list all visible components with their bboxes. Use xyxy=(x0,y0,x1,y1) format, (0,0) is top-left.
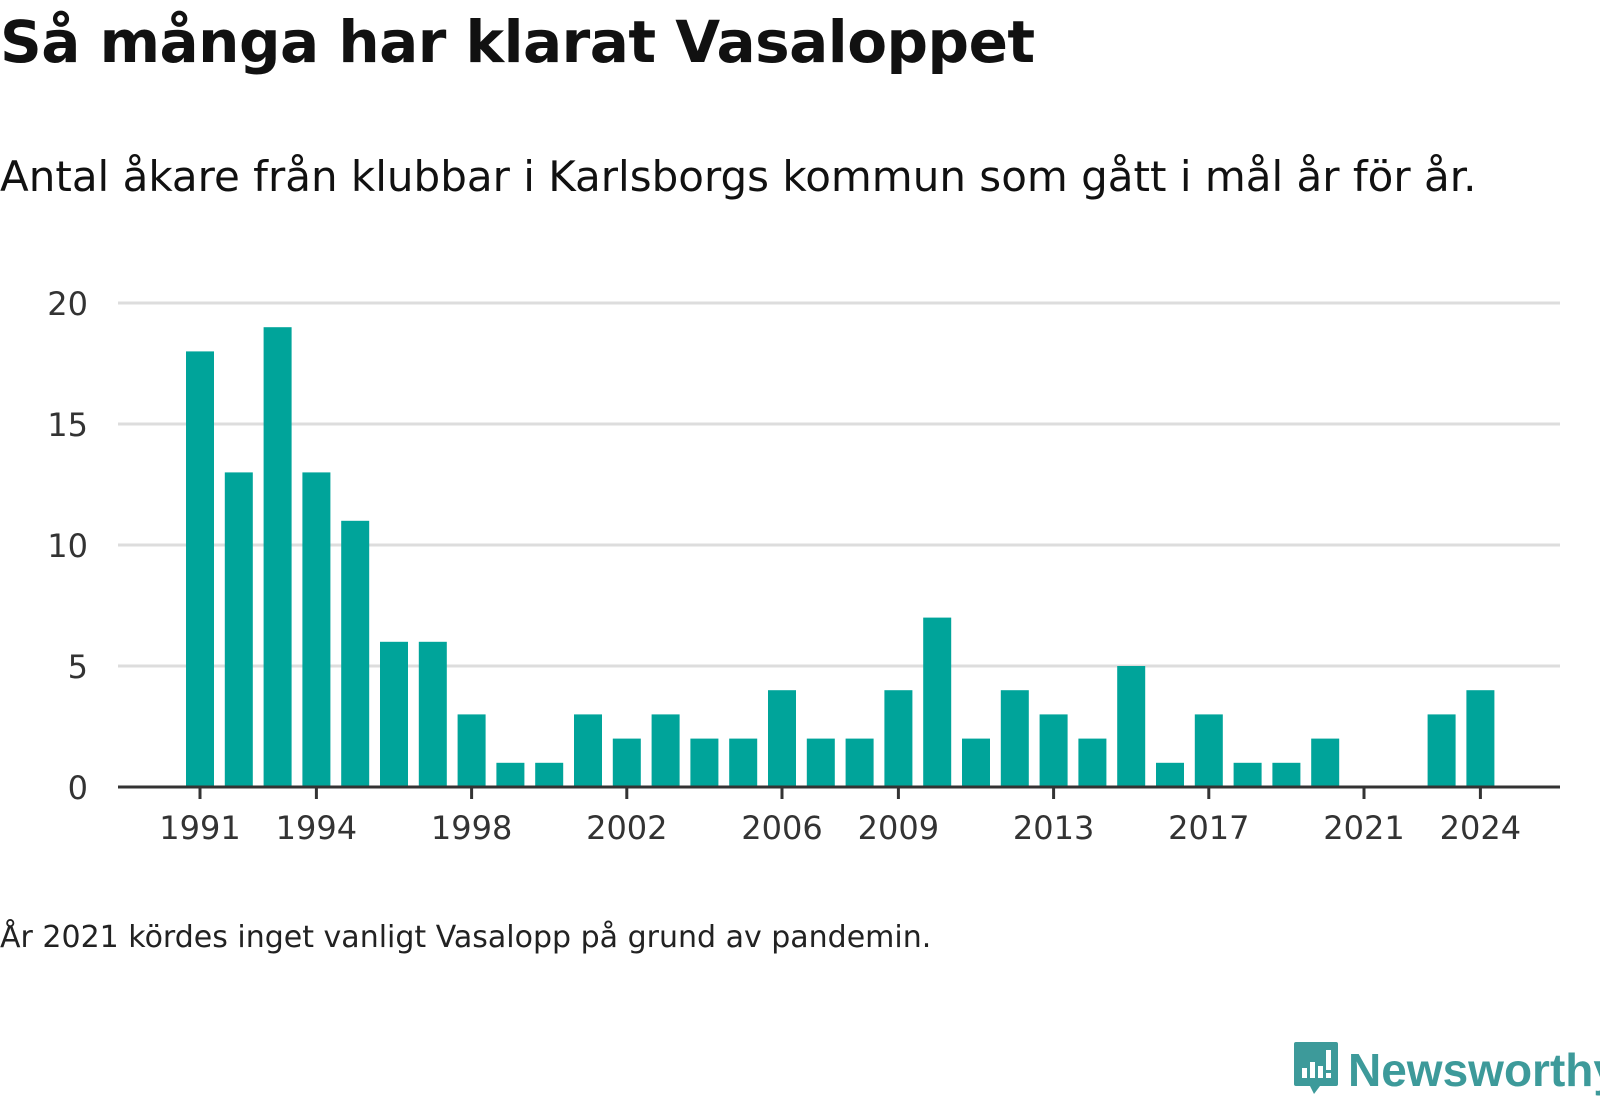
bar-2024 xyxy=(1466,690,1495,787)
bars xyxy=(186,327,1495,787)
bar-2012 xyxy=(1000,690,1029,787)
y-tick-label: 20 xyxy=(47,285,88,323)
newsworthy-logo-icon xyxy=(1292,1040,1340,1100)
y-axis-ticks: 0 5 10 15 20 xyxy=(47,285,88,807)
bar-2005 xyxy=(729,738,758,787)
x-axis-ticks: 1991 1994 1998 2002 2006 2009 2013 2017 2021 2024 xyxy=(159,787,1521,847)
bar-1992 xyxy=(224,472,253,787)
bar-2003 xyxy=(651,714,680,787)
y-tick-label: 10 xyxy=(47,527,88,565)
bar-2004 xyxy=(690,738,719,787)
chart-subtitle: Antal åkare från klubbar i Karlsborgs ko… xyxy=(0,152,1477,201)
x-tick-label: 2006 xyxy=(741,809,822,847)
x-tick-label: 2017 xyxy=(1168,809,1249,847)
bar-1998 xyxy=(457,714,486,787)
bar-2018 xyxy=(1233,762,1262,787)
x-tick-label: 1998 xyxy=(431,809,512,847)
bar-2015 xyxy=(1117,666,1146,787)
bar-1996 xyxy=(380,641,408,787)
x-tick-label: 2009 xyxy=(858,809,939,847)
brand-logo: Newsworthy xyxy=(1292,1040,1600,1100)
bar-2023 xyxy=(1427,714,1456,787)
bar-1995 xyxy=(341,520,370,787)
y-tick-label: 15 xyxy=(47,406,88,444)
bar-1997 xyxy=(418,641,447,787)
bar-2002 xyxy=(612,738,641,787)
bar-2014 xyxy=(1078,738,1107,787)
bar-2009 xyxy=(884,690,913,787)
x-tick-label: 2021 xyxy=(1323,809,1404,847)
x-tick-label: 2013 xyxy=(1013,809,1094,847)
bar-2000 xyxy=(535,762,564,787)
bar-2001 xyxy=(574,714,602,787)
footnote: År 2021 kördes inget vanligt Vasalopp på… xyxy=(0,920,932,955)
bar-1999 xyxy=(496,762,525,787)
bar-2020 xyxy=(1311,738,1340,787)
x-tick-label: 2002 xyxy=(586,809,667,847)
bar-2011 xyxy=(962,738,990,787)
x-tick-label: 2024 xyxy=(1440,809,1521,847)
bar-2008 xyxy=(845,738,874,787)
grid-lines xyxy=(118,301,1560,668)
bar-chart: 0 5 10 15 20 1991 1994 1998 2002 2006 2009 2013 201… xyxy=(47,285,1560,847)
brand-name: Newsworthy xyxy=(1348,1044,1600,1096)
bar-2007 xyxy=(806,738,835,787)
bar-2016 xyxy=(1156,762,1184,787)
x-tick-label: 1991 xyxy=(159,809,240,847)
bar-2019 xyxy=(1272,762,1301,787)
bar-1993 xyxy=(263,327,292,787)
chart-title: Så många har klarat Vasaloppet xyxy=(0,8,1035,76)
bar-2006 xyxy=(768,690,796,787)
y-tick-label: 5 xyxy=(68,648,88,686)
bar-2013 xyxy=(1039,714,1068,787)
bar-2017 xyxy=(1194,714,1223,787)
bar-1991 xyxy=(186,351,214,787)
y-tick-label: 0 xyxy=(68,769,88,807)
bar-1994 xyxy=(302,472,331,787)
x-tick-label: 1994 xyxy=(276,809,357,847)
bar-2010 xyxy=(923,617,952,787)
